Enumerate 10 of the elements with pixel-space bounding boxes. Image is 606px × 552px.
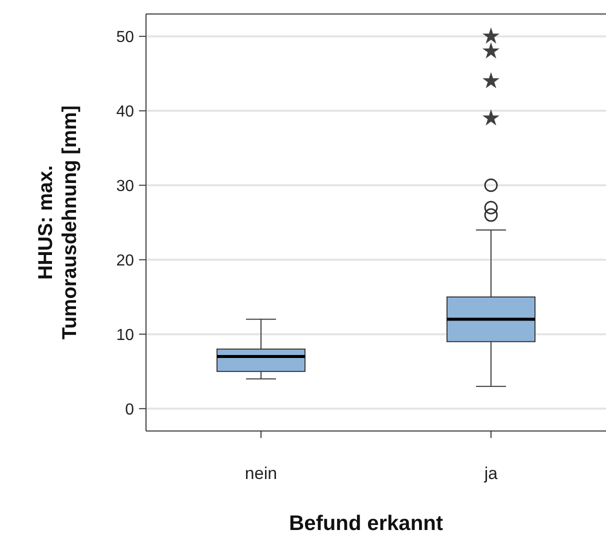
y-tick-label: 30 (116, 178, 134, 195)
y-tick-label: 40 (116, 103, 134, 120)
y-tick-label: 0 (125, 401, 134, 418)
y-tick-label: 50 (116, 28, 134, 46)
y-tick-label: 10 (116, 326, 134, 344)
x-tick-label: nein (244, 464, 278, 483)
x-tick-label: ja (483, 464, 498, 483)
y-tick-label: 20 (116, 252, 134, 270)
y-axis-title: HHUS: max. Tumorausdehnung [mm] (35, 105, 81, 340)
x-axis-title: Befund erkannt (288, 512, 444, 535)
